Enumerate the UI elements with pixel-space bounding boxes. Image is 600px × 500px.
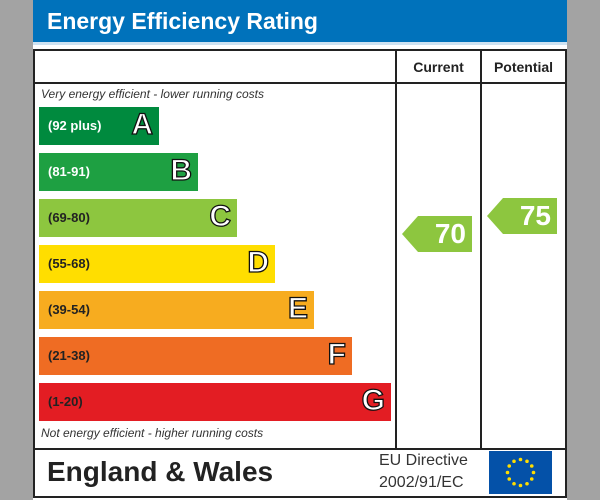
- eu-star: [531, 470, 536, 475]
- eu-star: [525, 459, 529, 464]
- chart-title: Energy Efficiency Rating: [47, 8, 318, 34]
- eu-star: [525, 481, 529, 486]
- potential-rating-value: 75: [519, 200, 551, 231]
- eu-star: [507, 477, 512, 481]
- eu-directive-line2: 2002/91/EC: [379, 474, 464, 491]
- band-range: (21-38): [48, 348, 90, 363]
- column-current: Current: [413, 59, 464, 75]
- band-letter: B: [170, 153, 193, 187]
- rating-table: Current Potential Very energy efficient …: [33, 49, 567, 498]
- region-label: England & Wales: [47, 456, 274, 487]
- eu-star: [518, 457, 523, 462]
- band-d: (55-68) D: [39, 245, 275, 283]
- epc-panel: Energy Efficiency Rating Current Potenti…: [33, 0, 567, 500]
- band-letter: E: [287, 291, 308, 325]
- band-range: (69-80): [48, 210, 90, 225]
- band-range: (92 plus): [48, 118, 102, 133]
- column-divider: [480, 51, 482, 448]
- band-letter: C: [209, 199, 232, 233]
- band-b: (81-91) B: [39, 153, 198, 191]
- eu-star: [505, 470, 510, 475]
- band-range: (1-20): [48, 394, 83, 409]
- eu-star: [529, 477, 534, 481]
- current-rating-arrow: 70: [402, 216, 472, 252]
- band-letter: G: [361, 383, 386, 417]
- band-range: (39-54): [48, 302, 90, 317]
- header-row-divider: [35, 82, 565, 84]
- column-potential: Potential: [493, 59, 554, 75]
- current-rating-value: 70: [434, 218, 466, 249]
- potential-rating-arrow: 75: [487, 198, 557, 234]
- band-range: (81-91): [48, 164, 90, 179]
- top-note: Very energy efficient - lower running co…: [41, 87, 264, 101]
- band-range: (55-68): [48, 256, 90, 271]
- eu-star: [512, 481, 516, 486]
- band-letter: F: [327, 337, 347, 371]
- band-g: (1-20) G: [39, 383, 391, 421]
- eu-star: [512, 459, 516, 464]
- band-e: (39-54) E: [39, 291, 314, 329]
- header: Energy Efficiency Rating: [33, 0, 567, 45]
- eu-star: [507, 464, 512, 468]
- eu-flag-icon: [489, 451, 552, 494]
- bottom-note: Not energy efficient - higher running co…: [41, 426, 264, 440]
- eu-star: [529, 464, 534, 468]
- band-c: (69-80) C: [39, 199, 237, 237]
- eu-star: [518, 483, 523, 488]
- band-letter: D: [247, 245, 270, 279]
- band-a: (92 plus) A: [39, 107, 159, 145]
- band-f: (21-38) F: [39, 337, 352, 375]
- column-divider: [395, 51, 397, 448]
- footer-divider: [35, 448, 565, 450]
- band-letter: A: [131, 107, 154, 141]
- eu-directive-line1: EU Directive: [379, 452, 468, 469]
